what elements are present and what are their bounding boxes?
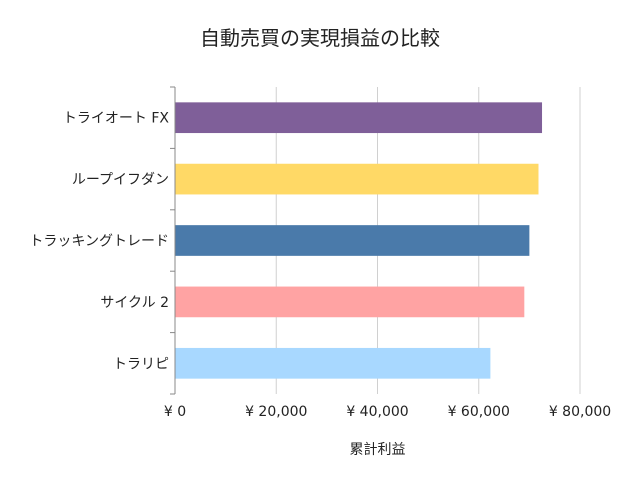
bar [175,347,491,379]
x-tick-label: ¥ 40,000 [346,404,408,420]
tick-labels: ¥ 0 ¥ 20,000 ¥ 40,000 ¥ 60,000 ¥ 80,000 トライオー… [29,111,611,420]
bars [175,102,543,379]
category-label: トライオート FX [63,111,170,127]
chart-title: 自動売買の実現損益の比較 [200,26,440,50]
bar [175,225,530,256]
bar [175,286,525,318]
category-label: トラッキングトレード [29,234,169,250]
category-label: ループイフダン [72,172,169,188]
x-tick-label: ¥ 80,000 [549,404,611,420]
bar [175,163,539,195]
category-label: サイクル 2 [100,295,169,311]
category-label: トラリピ [113,356,169,372]
axes [170,86,176,395]
x-tick-label: ¥ 60,000 [448,404,510,420]
x-tick-label: ¥ 0 [164,404,186,420]
x-tick-label: ¥ 20,000 [245,404,307,420]
bar [175,102,543,134]
x-axis-label: 累計利益 [349,442,406,458]
